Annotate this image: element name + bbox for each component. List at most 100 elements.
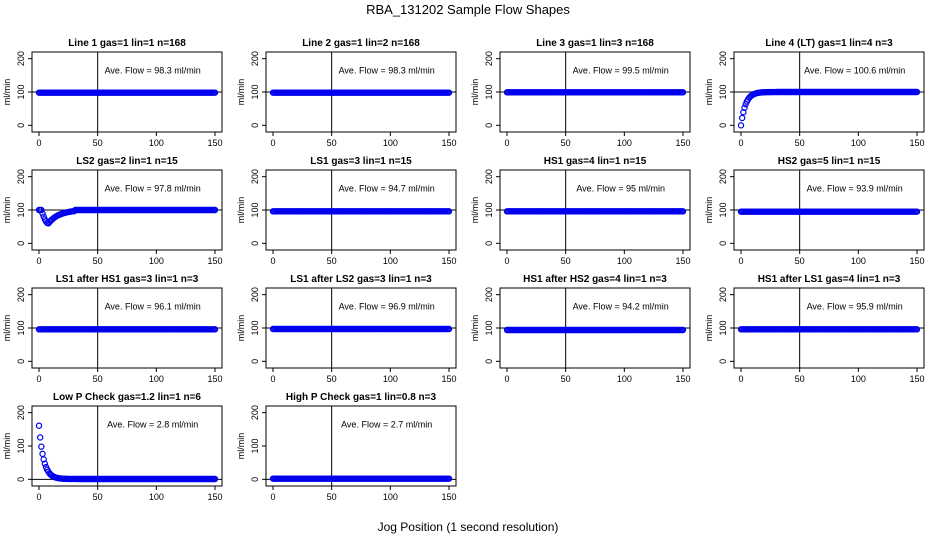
panel-7-ytick-label-200: 200 bbox=[484, 169, 494, 184]
panel-8-ytick-label-100: 100 bbox=[718, 202, 728, 217]
panel-11-data-points bbox=[503, 326, 687, 334]
panel-3-ytick-label-100: 100 bbox=[484, 84, 494, 99]
panel-7-title: HS1 gas=4 lin=1 n=15 bbox=[544, 156, 647, 167]
panel-10-xtick-label-100: 100 bbox=[383, 374, 398, 384]
panel-10-y-axis-label: ml/min bbox=[236, 315, 246, 342]
panel-13-ytick-label-200: 200 bbox=[16, 405, 26, 420]
panel-5-xtick-label-50: 50 bbox=[93, 256, 103, 266]
panel-12-ytick-label-200: 200 bbox=[718, 287, 728, 302]
panel-2: Line 2 gas=1 lin=2 n=168 0 50 100 150 0 100 200… bbox=[236, 38, 457, 148]
panel-2-data-points bbox=[269, 89, 453, 96]
panel-4-point bbox=[913, 88, 921, 96]
panel-4-xtick-label-0: 0 bbox=[738, 138, 743, 148]
panel-6-data-points bbox=[269, 208, 453, 215]
panel-2-xtick-label-150: 150 bbox=[441, 138, 456, 148]
panel-13: Low P Check gas=1.2 lin=1 n=6 0 50 100 150 0 1… bbox=[2, 392, 223, 502]
panel-2-xtick-label-100: 100 bbox=[383, 138, 398, 148]
panel-10-average-annotation: Ave. Flow = 96.9 ml/min bbox=[339, 302, 435, 312]
panel-7-xtick-label-0: 0 bbox=[504, 256, 509, 266]
panel-4-ytick-label-0: 0 bbox=[718, 123, 728, 128]
panel-8-average-annotation: Ave. Flow = 93.9 ml/min bbox=[807, 184, 903, 194]
panel-1-xtick-label-50: 50 bbox=[93, 138, 103, 148]
panel-11-xtick-label-50: 50 bbox=[561, 374, 571, 384]
panel-5-xtick-label-100: 100 bbox=[149, 256, 164, 266]
panel-13-point bbox=[40, 456, 47, 463]
panel-8-ytick-label-200: 200 bbox=[718, 169, 728, 184]
panel-14-frame bbox=[265, 405, 457, 487]
panel-1-ytick-label-0: 0 bbox=[16, 123, 26, 128]
panel-14-average-annotation: Ave. Flow = 2.7 ml/min bbox=[341, 420, 432, 430]
panel-4-point bbox=[737, 122, 745, 129]
panel-12-point bbox=[913, 326, 921, 333]
panel-9-y-axis-label: ml/min bbox=[2, 315, 12, 342]
panel-2-point bbox=[445, 89, 453, 96]
panel-12-xtick-label-0: 0 bbox=[738, 374, 743, 384]
panel-5-ytick-label-100: 100 bbox=[16, 202, 26, 217]
panel-1-y-axis-label: ml/min bbox=[2, 79, 12, 106]
panel-13-point bbox=[39, 450, 46, 458]
panel-9-average-annotation: Ave. Flow = 96.1 ml/min bbox=[105, 302, 201, 312]
panel-11-ytick-label-100: 100 bbox=[484, 320, 494, 335]
panel-12-data-points bbox=[737, 326, 921, 333]
panel-10-xtick-label-0: 0 bbox=[270, 374, 275, 384]
panel-11-xtick-label-150: 150 bbox=[675, 374, 690, 384]
panel-13-point bbox=[36, 434, 44, 441]
panel-9: LS1 after HS1 gas=3 lin=1 n=3 0 50 100 150 0 1… bbox=[2, 274, 223, 384]
panel-10: LS1 after LS2 gas=3 lin=1 n=3 0 50 100 150 0 1… bbox=[236, 274, 457, 384]
panel-11-ytick-label-200: 200 bbox=[484, 287, 494, 302]
panels-container: Line 1 gas=1 lin=1 n=168 0 50 100 150 0 100 200… bbox=[2, 38, 925, 502]
panel-13-frame bbox=[31, 405, 223, 487]
panel-6-point bbox=[445, 208, 453, 215]
panel-12-ytick-label-0: 0 bbox=[718, 359, 728, 364]
panel-9-ytick-label-0: 0 bbox=[16, 359, 26, 364]
panel-6-xtick-label-0: 0 bbox=[270, 256, 275, 266]
panel-4-xtick-label-150: 150 bbox=[909, 138, 924, 148]
panel-3-title: Line 3 gas=1 lin=3 n=168 bbox=[536, 38, 654, 49]
panel-13-xtick-label-150: 150 bbox=[207, 492, 222, 502]
panel-13-xtick-label-50: 50 bbox=[93, 492, 103, 502]
panel-1-title: Line 1 gas=1 lin=1 n=168 bbox=[68, 38, 186, 49]
panel-13-xtick-label-100: 100 bbox=[149, 492, 164, 502]
panel-9-xtick-label-100: 100 bbox=[149, 374, 164, 384]
panel-8-xtick-label-0: 0 bbox=[738, 256, 743, 266]
panel-9-xtick-label-50: 50 bbox=[93, 374, 103, 384]
panel-11-xtick-label-100: 100 bbox=[617, 374, 632, 384]
panel-13-point bbox=[38, 443, 45, 450]
panel-5-ytick-label-0: 0 bbox=[16, 241, 26, 246]
panel-8: HS2 gas=5 lin=1 n=15 0 50 100 150 0 100 200 ml/m… bbox=[704, 156, 925, 266]
panel-10-xtick-label-150: 150 bbox=[441, 374, 456, 384]
panel-7-y-axis-label: ml/min bbox=[470, 197, 480, 224]
figure-x-axis-label: Jog Position (1 second resolution) bbox=[378, 520, 559, 534]
panel-2-y-axis-label: ml/min bbox=[236, 79, 246, 106]
panel-6-ytick-label-0: 0 bbox=[250, 241, 260, 246]
panel-5-xtick-label-150: 150 bbox=[207, 256, 222, 266]
panel-14-data-points bbox=[269, 475, 453, 482]
panel-12-xtick-label-150: 150 bbox=[909, 374, 924, 384]
panel-4-y-axis-label: ml/min bbox=[704, 79, 714, 106]
panel-4-xtick-label-50: 50 bbox=[795, 138, 805, 148]
panel-6-xtick-label-150: 150 bbox=[441, 256, 456, 266]
panel-12-average-annotation: Ave. Flow = 95.9 ml/min bbox=[807, 302, 903, 312]
panel-3-average-annotation: Ave. Flow = 99.5 ml/min bbox=[573, 66, 669, 76]
panel-10-point bbox=[445, 325, 453, 333]
panel-5-point bbox=[38, 206, 45, 214]
panel-11-y-axis-label: ml/min bbox=[470, 315, 480, 342]
panel-7-data-points bbox=[503, 208, 687, 215]
panel-8-xtick-label-100: 100 bbox=[851, 256, 866, 266]
panel-7-xtick-label-150: 150 bbox=[675, 256, 690, 266]
panel-9-xtick-label-0: 0 bbox=[36, 374, 41, 384]
panel-11-average-annotation: Ave. Flow = 94.2 ml/min bbox=[573, 302, 669, 312]
panel-5-title: LS2 gas=2 lin=1 n=15 bbox=[76, 156, 178, 167]
panel-1-ytick-label-100: 100 bbox=[16, 84, 26, 99]
panel-10-xtick-label-50: 50 bbox=[327, 374, 337, 384]
panel-10-data-points bbox=[269, 325, 453, 333]
panel-2-xtick-label-0: 0 bbox=[270, 138, 275, 148]
panel-6-y-axis-label: ml/min bbox=[236, 197, 246, 224]
panel-13-point bbox=[35, 422, 43, 429]
panel-7-xtick-label-50: 50 bbox=[561, 256, 571, 266]
panel-14-ytick-label-0: 0 bbox=[250, 477, 260, 482]
panel-5-point bbox=[39, 210, 46, 217]
panel-4-ytick-label-200: 200 bbox=[718, 51, 728, 66]
panel-5-average-annotation: Ave. Flow = 97.8 ml/min bbox=[105, 184, 201, 194]
